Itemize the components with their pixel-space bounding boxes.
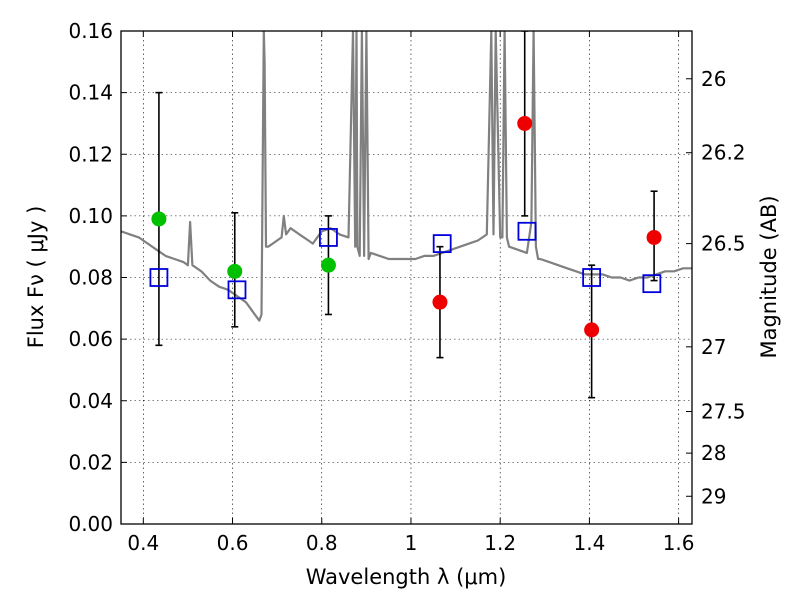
x-tick-label: 1.4	[573, 531, 605, 555]
magnitude-tick-label: 26.5	[701, 232, 746, 256]
right-axis-title: Magnitude (AB)	[757, 195, 781, 358]
x-tick-label: 1.2	[484, 531, 516, 555]
magnitude-tick-label: 27	[701, 335, 726, 359]
x-tick-label: 0.8	[306, 531, 338, 555]
optical-data-point	[320, 257, 336, 273]
y-tick-label: 0.16	[68, 19, 113, 43]
model-band-marker	[642, 274, 662, 294]
optical-data-point	[227, 263, 243, 279]
y-axis-title: Flux Fν ( μJy )	[24, 206, 48, 349]
model-spectrum-line	[121, 31, 692, 322]
nir-data-point	[584, 322, 600, 338]
magnitude-tick-label: 28	[701, 441, 726, 465]
x-axis-title: Wavelength λ (μm)	[306, 565, 507, 589]
magnitude-tick-label: 27.5	[701, 400, 746, 424]
nir-data-point	[517, 115, 533, 131]
y-tick-label: 0.04	[68, 389, 113, 413]
y-tick-label: 0.08	[68, 266, 113, 290]
x-tick-label: 0.4	[127, 531, 159, 555]
y-tick-label: 0.10	[68, 204, 113, 228]
model-band-marker	[319, 228, 338, 247]
y-tick-label: 0.06	[68, 327, 113, 351]
magnitude-tick-label: 29	[701, 484, 726, 508]
magnitude-tick-label: 26.2	[701, 141, 746, 165]
model-band-marker	[517, 221, 537, 241]
plot-area	[121, 31, 692, 399]
y-tick-label: 0.12	[68, 142, 113, 166]
x-tick-label: 0.6	[217, 531, 249, 555]
y-tick-label: 0.14	[68, 81, 113, 105]
model-band-marker	[582, 268, 602, 287]
y-tick-label: 0.00	[68, 512, 113, 536]
x-tick-label: 1.6	[663, 531, 695, 555]
grid-lines	[121, 31, 692, 524]
model-band-marker	[432, 234, 452, 254]
axis-ticks: 0.4 0.6 0.8 1 1.2 1.4 1.6 0.00 0.02 0.04 0.06 0.08 0…	[68, 19, 745, 555]
model-band-marker	[149, 268, 169, 287]
model-band-marker	[227, 280, 247, 300]
optical-data-point	[151, 211, 167, 227]
magnitude-tick-label: 26	[701, 67, 726, 91]
x-tick-label: 1	[405, 531, 418, 555]
nir-data-point	[646, 229, 662, 245]
nir-data-point	[432, 294, 448, 310]
y-tick-label: 0.02	[68, 450, 113, 474]
